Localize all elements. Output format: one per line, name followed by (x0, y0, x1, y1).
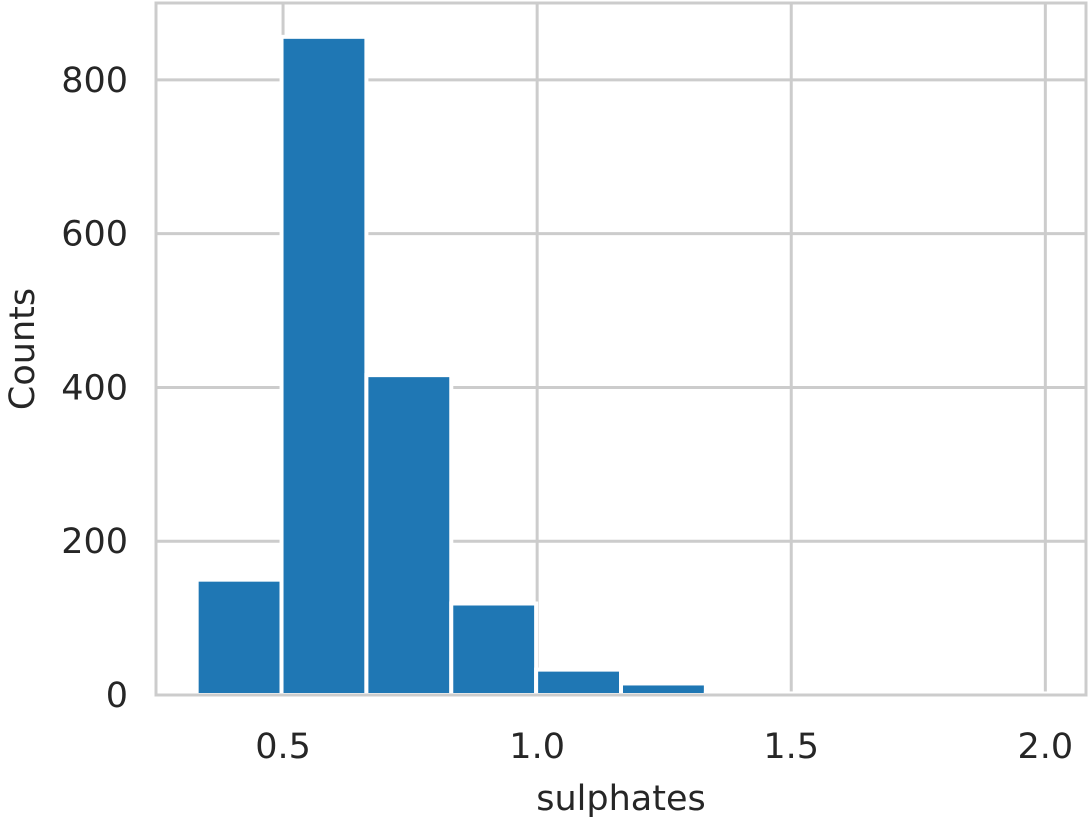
y-tick-label: 800 (61, 61, 128, 101)
y-tick-label: 0 (106, 676, 128, 716)
y-tick-label: 600 (61, 215, 128, 255)
y-axis-label: Counts (3, 288, 43, 410)
histogram-bar (279, 34, 369, 697)
x-tick-label: 1.5 (763, 727, 819, 767)
bar-layer (194, 34, 1048, 698)
y-tick-labels: 0 200 400 600 800 (61, 61, 128, 716)
histogram-bar (449, 601, 539, 697)
histogram-bar (534, 667, 624, 697)
histogram-bar (364, 373, 454, 697)
histogram-bar (619, 681, 708, 698)
x-axis-label: sulphates (536, 779, 705, 819)
x-tick-label: 1.0 (509, 727, 565, 767)
y-tick-label: 400 (61, 368, 128, 408)
y-tick-label: 200 (61, 522, 128, 562)
histogram-bar (194, 577, 284, 698)
axes-frame (154, 1, 1088, 697)
x-tick-labels: 0.5 1.0 1.5 2.0 (255, 727, 1073, 767)
x-tick-label: 0.5 (255, 727, 311, 767)
x-tick-label: 2.0 (1018, 727, 1074, 767)
